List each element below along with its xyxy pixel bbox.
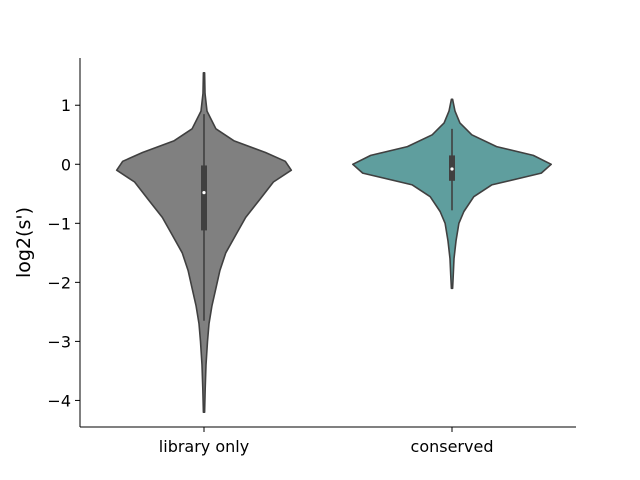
- violin-group: [115, 72, 552, 413]
- violin-median-dot: [450, 167, 454, 171]
- y-tick-label: 1: [61, 96, 71, 115]
- y-tick-label: −1: [47, 214, 71, 233]
- y-tick-label: −4: [47, 391, 71, 410]
- y-axis-ticks: 1 0 −1 −2 −3 −4: [47, 96, 80, 410]
- y-tick-label: −3: [47, 332, 71, 351]
- y-tick-label: −2: [47, 273, 71, 292]
- y-tick-label: 0: [61, 155, 71, 174]
- violin-median-dot: [202, 191, 206, 195]
- y-axis-label: log2(s'): [13, 207, 35, 278]
- x-tick-label: conserved: [411, 437, 494, 456]
- x-tick-label: library only: [159, 437, 249, 456]
- violin-iqr-box: [201, 165, 207, 231]
- x-axis-ticks: library only conserved: [159, 427, 494, 456]
